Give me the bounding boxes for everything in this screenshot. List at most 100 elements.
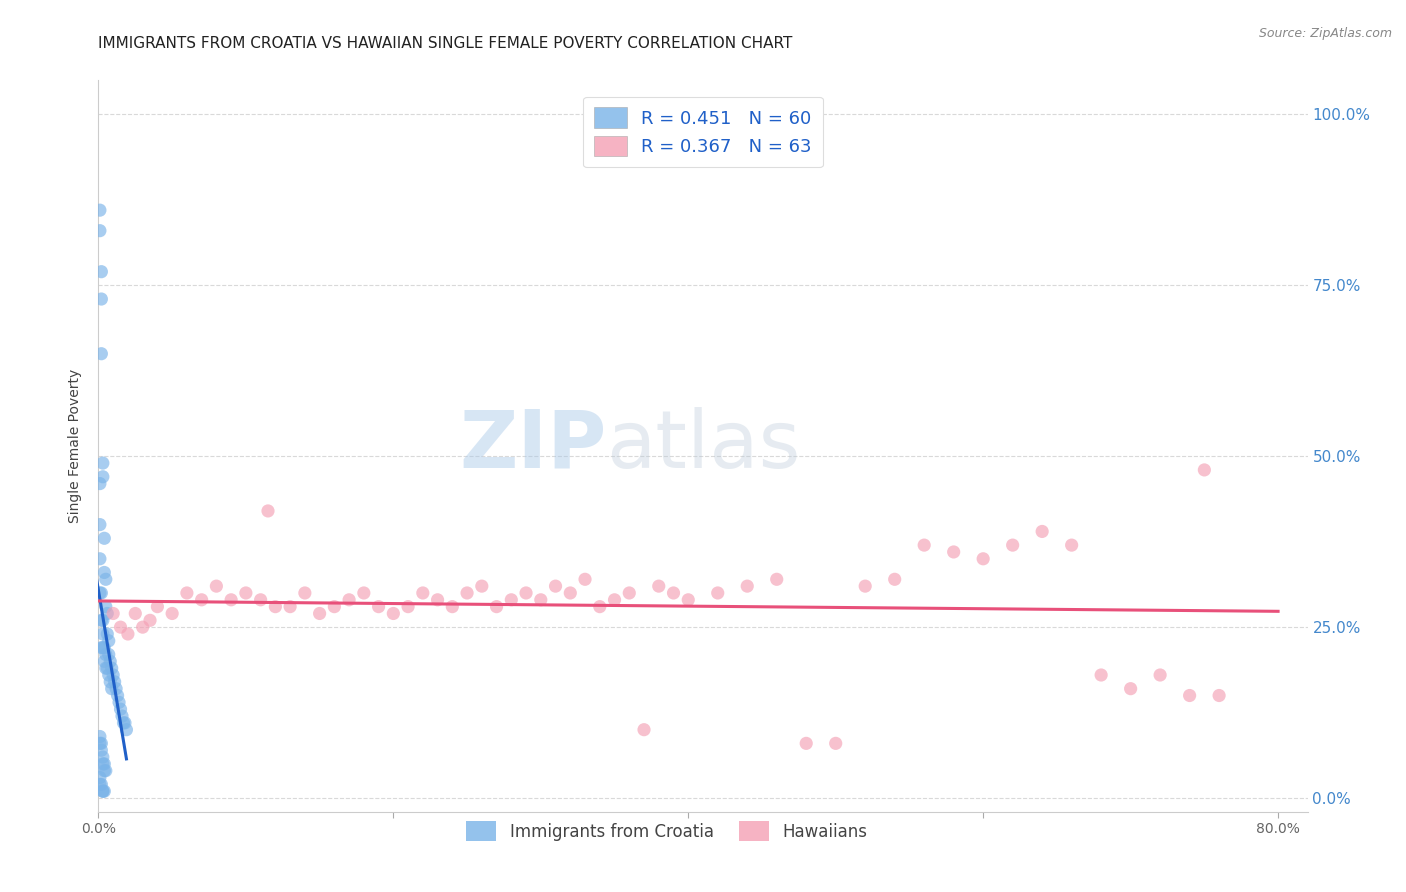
Point — [90, 347, 112, 361]
Text: Source: ZipAtlas.com: Source: ZipAtlas.com — [1258, 27, 1392, 40]
Point — [972, 551, 994, 566]
Point — [91, 627, 114, 641]
Point — [93, 764, 115, 778]
Point — [633, 723, 655, 737]
Point — [294, 586, 316, 600]
Point — [160, 607, 183, 621]
Point — [94, 572, 117, 586]
Point — [735, 579, 758, 593]
Point — [648, 579, 671, 593]
Point — [91, 469, 114, 483]
Point — [662, 586, 685, 600]
Point — [91, 750, 114, 764]
Point — [942, 545, 965, 559]
Point — [96, 607, 118, 621]
Point — [101, 668, 124, 682]
Point — [100, 661, 122, 675]
Point — [105, 681, 128, 696]
Point — [90, 736, 112, 750]
Point — [94, 599, 117, 614]
Point — [89, 730, 111, 744]
Point — [235, 586, 257, 600]
Point — [93, 784, 115, 798]
Point — [110, 620, 132, 634]
Point — [146, 599, 169, 614]
Point — [97, 668, 120, 682]
Point — [94, 764, 117, 778]
Point — [91, 784, 114, 798]
Point — [93, 654, 115, 668]
Y-axis label: Single Female Poverty: Single Female Poverty — [69, 369, 83, 523]
Point — [90, 586, 112, 600]
Point — [1194, 463, 1216, 477]
Point — [124, 607, 146, 621]
Point — [530, 592, 553, 607]
Point — [471, 579, 494, 593]
Point — [264, 599, 287, 614]
Point — [139, 613, 162, 627]
Point — [1119, 681, 1142, 696]
Point — [794, 736, 817, 750]
Point — [97, 633, 120, 648]
Point — [1060, 538, 1083, 552]
Point — [107, 689, 129, 703]
Point — [544, 579, 567, 593]
Point — [93, 531, 115, 545]
Text: IMMIGRANTS FROM CROATIA VS HAWAIIAN SINGLE FEMALE POVERTY CORRELATION CHART: IMMIGRANTS FROM CROATIA VS HAWAIIAN SING… — [98, 36, 793, 51]
Point — [1001, 538, 1024, 552]
Point — [1090, 668, 1112, 682]
Point — [131, 620, 153, 634]
Point — [91, 456, 114, 470]
Point — [574, 572, 596, 586]
Legend: Immigrants from Croatia, Hawaiians: Immigrants from Croatia, Hawaiians — [460, 814, 873, 847]
Point — [89, 586, 111, 600]
Point — [91, 784, 114, 798]
Point — [90, 613, 112, 627]
Point — [353, 586, 375, 600]
Point — [912, 538, 935, 552]
Point — [219, 592, 242, 607]
Point — [108, 695, 131, 709]
Point — [90, 640, 112, 655]
Point — [96, 627, 118, 641]
Point — [89, 476, 111, 491]
Point — [90, 743, 112, 757]
Point — [883, 572, 905, 586]
Point — [412, 586, 434, 600]
Point — [337, 592, 360, 607]
Point — [101, 607, 124, 621]
Point — [117, 627, 139, 641]
Point — [603, 592, 626, 607]
Point — [249, 592, 271, 607]
Text: ZIP: ZIP — [458, 407, 606, 485]
Point — [396, 599, 419, 614]
Point — [1149, 668, 1171, 682]
Point — [93, 640, 115, 655]
Point — [1208, 689, 1230, 703]
Point — [426, 592, 449, 607]
Point — [619, 586, 641, 600]
Point — [93, 756, 115, 771]
Point — [89, 224, 111, 238]
Point — [89, 517, 111, 532]
Point — [90, 777, 112, 791]
Point — [91, 640, 114, 655]
Point — [90, 265, 112, 279]
Point — [89, 777, 111, 791]
Point — [205, 579, 228, 593]
Point — [104, 674, 127, 689]
Point — [100, 681, 122, 696]
Point — [112, 715, 135, 730]
Point — [515, 586, 537, 600]
Point — [308, 607, 330, 621]
Point — [115, 723, 138, 737]
Point — [111, 709, 134, 723]
Point — [176, 586, 198, 600]
Point — [257, 504, 280, 518]
Point — [765, 572, 787, 586]
Point — [89, 203, 111, 218]
Point — [278, 599, 301, 614]
Point — [382, 607, 405, 621]
Point — [485, 599, 508, 614]
Point — [98, 654, 121, 668]
